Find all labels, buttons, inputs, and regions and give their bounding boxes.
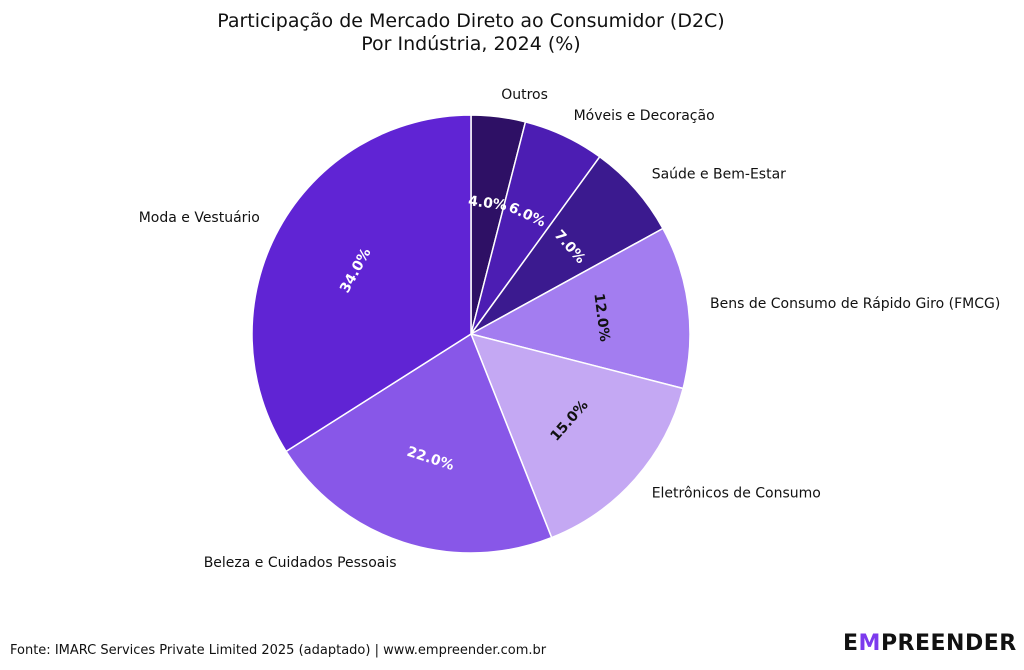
category-label-moda-e-vestuario: Moda e Vestuário	[139, 210, 260, 226]
pct-label-outros: 4.0%	[467, 193, 508, 214]
brand-logo: EMPREENDER	[843, 631, 1017, 656]
category-label-bens-de-consumo-de-rapido-giro-fmcg: Bens de Consumo de Rápido Giro (FMCG)	[710, 296, 1000, 312]
category-label-eletronicos-de-consumo: Eletrônicos de Consumo	[652, 485, 821, 501]
category-label-outros: Outros	[501, 87, 548, 103]
pie-slice-moda-e-vestuario	[251, 114, 472, 453]
category-label-saude-e-bem-estar: Saúde e Bem-Estar	[652, 167, 786, 183]
pie-slice-bens-de-consumo-de-rapido-giro-fmcg	[468, 227, 691, 390]
brand-logo-accent: M	[858, 631, 881, 656]
chart-title-line-2: Por Indústria, 2024 (%)	[361, 33, 580, 55]
category-label-beleza-e-cuidados-pessoais: Beleza e Cuidados Pessoais	[204, 555, 397, 571]
pie-slice-beleza-e-cuidados-pessoais	[285, 332, 553, 554]
category-label-moveis-e-decoracao: Móveis e Decoração	[574, 108, 715, 124]
chart-title-line-1: Participação de Mercado Direto ao Consum…	[217, 10, 724, 32]
source-footer: Fonte: IMARC Services Private Limited 20…	[10, 643, 547, 658]
category-labels: Outros Móveis e Decoração Saúde e Bem-Esta…	[139, 87, 1001, 571]
pie-slice-eletronicos-de-consumo	[469, 332, 685, 539]
pie-slices	[251, 114, 691, 554]
brand-logo-part-1: E	[843, 631, 859, 656]
pct-label-bens-de-consumo-de-rapido-giro-fmcg: 12.0%	[590, 292, 612, 342]
brand-logo-part-2: PREENDER	[880, 631, 1017, 656]
